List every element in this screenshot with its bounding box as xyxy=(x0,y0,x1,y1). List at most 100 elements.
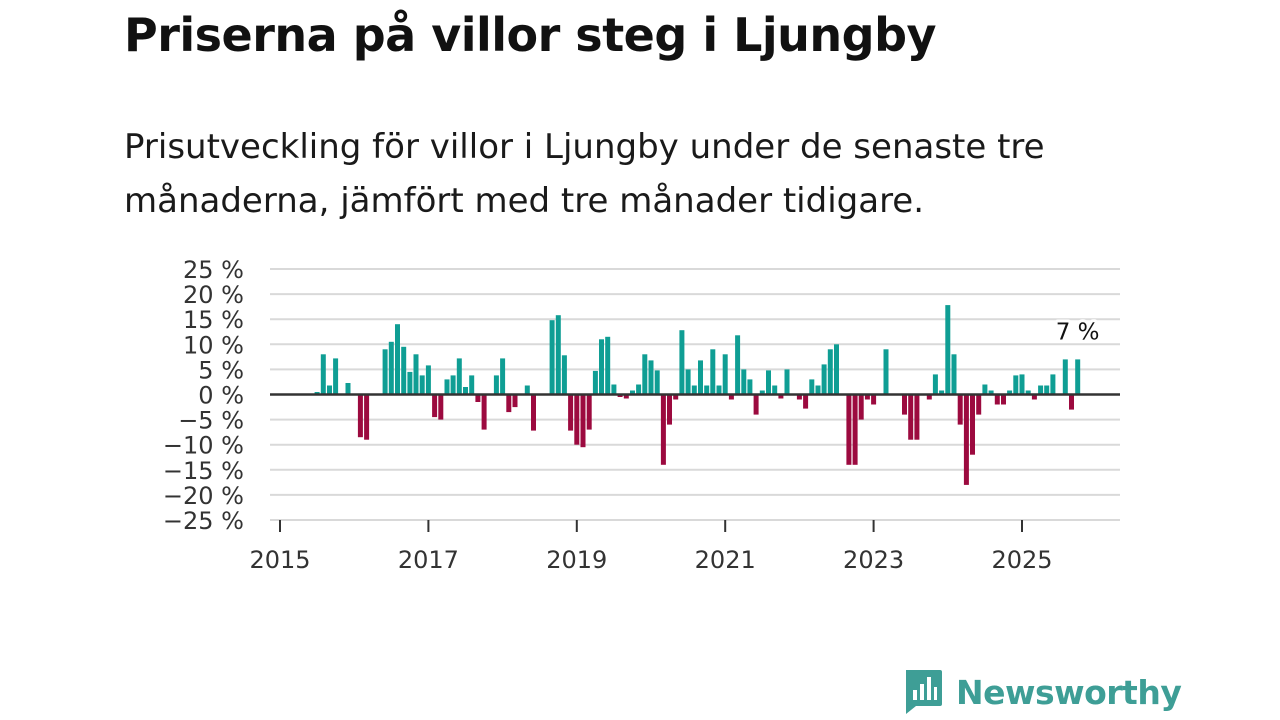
bar xyxy=(357,394,363,438)
bar xyxy=(728,394,734,400)
bar xyxy=(555,315,561,395)
y-tick-label: −25 % xyxy=(163,507,244,535)
bar xyxy=(327,385,332,395)
bar xyxy=(926,394,932,400)
bar xyxy=(407,371,413,395)
y-tick-label: −20 % xyxy=(163,482,244,510)
bar xyxy=(914,394,920,440)
bar xyxy=(803,394,809,409)
bar xyxy=(561,355,567,395)
bar xyxy=(1050,374,1056,395)
bar xyxy=(796,394,802,400)
bar xyxy=(753,394,759,415)
x-axis: 2015 2017 2019 2021 2023 2025 xyxy=(249,393,1120,574)
bar xyxy=(716,385,722,395)
bar xyxy=(932,374,938,395)
bar xyxy=(654,370,660,395)
bar xyxy=(1013,375,1019,395)
bar xyxy=(698,360,703,395)
y-tick-label: 25 % xyxy=(183,256,244,284)
bar xyxy=(364,394,370,440)
x-tick-label: 2017 xyxy=(398,546,459,574)
bar xyxy=(679,330,685,395)
bar xyxy=(524,385,530,395)
y-axis: 25 %20 %15 %10 %5 %0 %−5 %−10 %−15 %−20 … xyxy=(163,256,244,535)
bar xyxy=(834,344,839,395)
bar xyxy=(809,379,815,395)
bar xyxy=(450,375,456,395)
y-tick-label: −15 % xyxy=(163,457,244,485)
bar xyxy=(642,354,648,395)
bar xyxy=(333,358,339,395)
bar xyxy=(469,375,475,395)
page-title: Priserna på villor steg i Ljungby xyxy=(124,8,937,62)
bar xyxy=(741,369,747,395)
bar-chart-speech-bubble-icon xyxy=(906,670,942,714)
y-tick-label: 0 % xyxy=(198,382,244,410)
bar xyxy=(630,390,635,395)
bar xyxy=(395,324,400,395)
bar xyxy=(722,354,728,395)
y-tick-label: 15 % xyxy=(183,306,244,334)
bar xyxy=(988,390,994,395)
bar xyxy=(1038,385,1044,395)
bar xyxy=(710,349,716,395)
bar xyxy=(864,394,870,400)
bar xyxy=(846,394,852,465)
bar xyxy=(475,394,481,402)
bar xyxy=(908,394,914,440)
bar xyxy=(1031,394,1037,400)
bar xyxy=(815,385,821,395)
bar xyxy=(586,394,592,430)
y-tick-label: −10 % xyxy=(163,432,244,460)
bar xyxy=(1062,359,1068,395)
data-labels: 7 % xyxy=(1053,316,1103,348)
bar xyxy=(667,394,672,425)
bar xyxy=(599,339,604,395)
bar xyxy=(957,394,963,425)
last-value-label: 7 % xyxy=(1056,319,1100,345)
bar xyxy=(506,394,512,413)
bar xyxy=(623,394,629,399)
x-tick-label: 2021 xyxy=(695,546,756,574)
bar xyxy=(438,394,444,420)
bar xyxy=(759,390,765,395)
y-tick-label: 20 % xyxy=(183,281,244,309)
bar xyxy=(852,394,858,465)
bar xyxy=(1075,359,1081,395)
x-tick-label: 2025 xyxy=(991,546,1052,574)
bar xyxy=(382,349,388,395)
bar xyxy=(1069,394,1074,410)
bar xyxy=(463,387,468,395)
bar xyxy=(784,369,790,395)
bar xyxy=(982,384,988,395)
bar xyxy=(432,394,438,418)
bar xyxy=(401,346,407,395)
bar xyxy=(778,394,784,399)
y-tick-label: 5 % xyxy=(198,356,244,384)
x-tick-label: 2015 xyxy=(249,546,310,574)
bar xyxy=(976,394,982,415)
bars xyxy=(314,305,1081,485)
brand-name: Newsworthy xyxy=(956,672,1182,712)
bar xyxy=(1044,385,1050,395)
y-tick-label: −5 % xyxy=(178,407,244,435)
bar xyxy=(611,384,617,395)
y-tick-label: 10 % xyxy=(183,331,244,359)
bar xyxy=(648,360,654,395)
bar xyxy=(493,375,499,395)
bar xyxy=(605,336,611,395)
bar xyxy=(580,394,586,448)
bar xyxy=(691,385,697,395)
bar xyxy=(951,354,957,395)
bar xyxy=(592,370,598,395)
bar xyxy=(500,358,506,395)
bar xyxy=(1019,374,1025,395)
bar xyxy=(827,349,833,395)
bar xyxy=(1007,390,1013,395)
newsworthy-logo: Newsworthy xyxy=(902,668,1182,716)
bar xyxy=(425,365,431,395)
bar xyxy=(1025,390,1031,395)
bar xyxy=(673,394,679,400)
